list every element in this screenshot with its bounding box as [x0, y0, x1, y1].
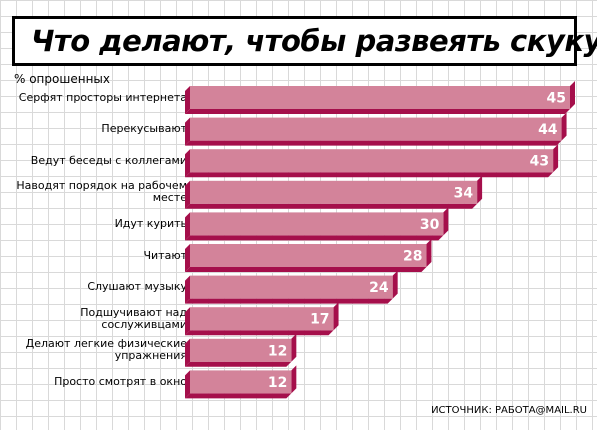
bar-5: 28: [185, 239, 432, 272]
bar-9: 12: [185, 365, 297, 399]
category-label: Идут курить: [114, 216, 187, 230]
bar-value-label: 17: [310, 312, 329, 328]
bar-face-5: [190, 244, 427, 267]
bar-3: 34: [185, 175, 483, 209]
bar-value-label: 12: [268, 343, 287, 359]
bar-value-label: 34: [454, 185, 474, 201]
bar-face-6: [190, 275, 393, 299]
category-label: Читают: [143, 248, 187, 262]
bar-1: 44: [185, 112, 567, 146]
category-label: Подшучивают над сослуживцами: [80, 305, 187, 331]
bar-7: 17: [185, 302, 339, 336]
bar-4: 30: [185, 207, 449, 241]
bar-face-8: [190, 338, 292, 362]
bar-face-1: [190, 117, 562, 141]
chart-title: Что делают, чтобы развеять скуку: [31, 24, 597, 58]
category-label: Перекусывают: [101, 122, 187, 136]
title-box: Что делают, чтобы развеять скуку: [12, 16, 597, 66]
category-label: Просто смотрят в окно: [54, 374, 187, 388]
bar-value-label: 30: [420, 217, 440, 233]
bar-face-4: [190, 212, 444, 236]
category-label: Серфят просторы интернета: [18, 90, 187, 104]
bar-value-label: 44: [538, 122, 558, 138]
bar-value-label: 28: [403, 249, 422, 265]
bar-face-3: [190, 180, 478, 204]
category-label: Наводят порядок на рабочем месте: [16, 179, 187, 205]
bar-value-label: 43: [530, 154, 549, 170]
bar-2: 43: [185, 144, 559, 178]
category-label: Слушают музыку: [87, 280, 187, 294]
bar-8: 12: [185, 333, 297, 367]
bar-value-label: 24: [369, 280, 389, 296]
bar-0: 45: [185, 81, 575, 114]
bar-6: 24: [185, 270, 398, 304]
source-note: ИСТОЧНИК: РАБОТА@MAIL.RU: [431, 405, 587, 416]
bar-value-label: 45: [547, 91, 566, 107]
chart-subtitle: % опрошенных: [14, 72, 110, 86]
bar-face-0: [190, 86, 570, 109]
category-label: Ведут беседы с коллегами: [30, 153, 187, 167]
category-label: Делают легкие физические упражнения: [25, 337, 187, 363]
bar-face-9: [190, 370, 292, 394]
bar-face-7: [190, 307, 334, 331]
bar-value-label: 12: [268, 375, 287, 391]
bar-face-2: [190, 149, 554, 173]
